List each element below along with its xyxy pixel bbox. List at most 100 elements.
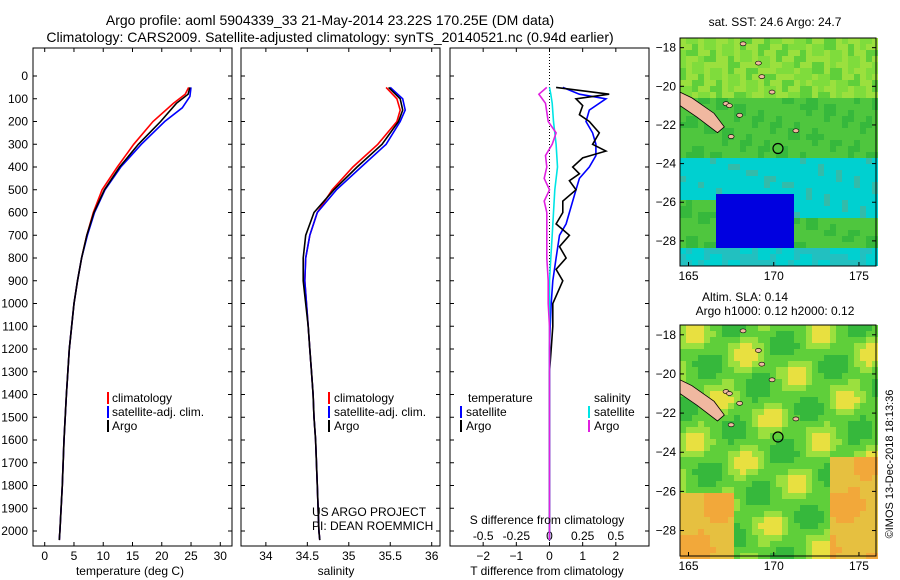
map-cell [704, 391, 710, 397]
map-cell [740, 254, 746, 260]
map-cell [746, 403, 752, 409]
map-cell [698, 80, 704, 86]
map-cell [854, 56, 860, 62]
map-cell [710, 170, 716, 176]
map-cell [752, 511, 758, 517]
map-cell [812, 98, 818, 104]
map-cell [860, 547, 866, 553]
map-cell [710, 505, 716, 511]
map-cell [686, 86, 692, 92]
map-cell [860, 415, 866, 421]
map-cell [692, 541, 698, 547]
map-cell [758, 158, 764, 164]
map-cell [806, 439, 812, 445]
map-cell [866, 349, 872, 355]
map-cell [728, 176, 734, 182]
map-cell [812, 116, 818, 122]
map-cell [842, 122, 848, 128]
map-cell [854, 499, 860, 505]
map-cell [836, 409, 842, 415]
map-cell [698, 409, 704, 415]
map-cell [716, 541, 722, 547]
salinity-plot: 34 34.5 35 35.5 36 [259, 48, 439, 563]
map-cell [740, 421, 746, 427]
map-cell [788, 415, 794, 421]
map-cell [806, 116, 812, 122]
map-cell [770, 451, 776, 457]
map-cell [800, 200, 806, 206]
map-cell [848, 170, 854, 176]
map-cell [782, 427, 788, 433]
map-cell [854, 188, 860, 194]
map-cell [866, 433, 872, 439]
map-cell [746, 152, 752, 158]
map-cell [818, 158, 824, 164]
map-cell [848, 38, 854, 44]
map-cell [836, 188, 842, 194]
map-cell [704, 194, 710, 200]
map-cell [686, 511, 692, 517]
map-cell [794, 361, 800, 367]
map-cell [770, 122, 776, 128]
imos-watermark: ©IMOS 13-Dec-2018 18:13:36 [884, 390, 896, 539]
map-cell [860, 248, 866, 254]
map-cell [692, 517, 698, 523]
map-cell [788, 547, 794, 553]
map-cell [818, 433, 824, 439]
map-cell [806, 68, 812, 74]
map-cell [770, 391, 776, 397]
map-cell [830, 122, 836, 128]
map-cell [812, 146, 818, 152]
map-cell [836, 325, 842, 331]
map-cell [830, 349, 836, 355]
map-cell [758, 230, 764, 236]
map-cell [854, 182, 860, 188]
map-cell [764, 104, 770, 110]
map-cell [842, 242, 848, 248]
map-cell [872, 230, 878, 236]
map-cell [746, 331, 752, 337]
map-cell [764, 529, 770, 535]
map-cell [860, 367, 866, 373]
map-cell [752, 475, 758, 481]
map-cell [812, 463, 818, 469]
island [758, 361, 766, 367]
map-cell [728, 439, 734, 445]
map-cell [860, 505, 866, 511]
map-cell [818, 242, 824, 248]
map-cell [716, 325, 722, 331]
map-cell [782, 367, 788, 373]
map-cell [842, 349, 848, 355]
map-cell [758, 451, 764, 457]
map-cell [836, 62, 842, 68]
map-cell [728, 505, 734, 511]
map-cell [806, 212, 812, 218]
map-cell [800, 50, 806, 56]
map-cell [800, 146, 806, 152]
map-cell [776, 248, 782, 254]
map-cell [836, 212, 842, 218]
map-cell [704, 481, 710, 487]
map-cell [746, 98, 752, 104]
map-cell [830, 104, 836, 110]
map-cell [764, 343, 770, 349]
map-cell [848, 481, 854, 487]
map-cell [710, 349, 716, 355]
map-cell [812, 128, 818, 134]
map-cell [728, 337, 734, 343]
map-cell [716, 457, 722, 463]
map-cell [842, 80, 848, 86]
map-cell [836, 176, 842, 182]
map-cell [740, 529, 746, 535]
map-frame [679, 324, 877, 557]
map-cell [758, 206, 764, 212]
map-cell [734, 397, 740, 403]
map-cell [752, 182, 758, 188]
map-cell [830, 343, 836, 349]
map-cell [716, 433, 722, 439]
map-cell [686, 182, 692, 188]
map-cell [818, 38, 824, 44]
map-cell [734, 463, 740, 469]
map-cell [758, 110, 764, 116]
map-cell [806, 331, 812, 337]
